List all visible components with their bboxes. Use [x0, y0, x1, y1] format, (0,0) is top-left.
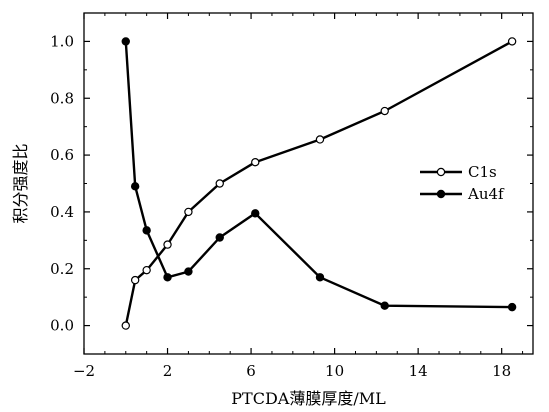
- data-point-au4f: [315, 273, 325, 282]
- data-point-c1s: [251, 157, 260, 167]
- legend-marker-c1s: [436, 167, 446, 177]
- y-axis-title: 积分强度比: [11, 143, 30, 223]
- data-point-au4f: [130, 182, 140, 191]
- plot-frame: [83, 12, 534, 355]
- y-tick-label: 0.4: [50, 203, 74, 221]
- data-point-au4f: [121, 37, 130, 46]
- x-tick-label: 14: [409, 362, 428, 380]
- legend-label-c1s: C1s: [468, 163, 497, 181]
- x-tick-label: 6: [246, 362, 256, 380]
- data-point-c1s: [507, 37, 517, 46]
- data-point-c1s: [142, 265, 151, 275]
- data-point-au4f: [507, 302, 517, 312]
- x-axis-title: PTCDA薄膜厚度/ML: [231, 389, 386, 408]
- chart-axes: [83, 12, 534, 355]
- data-point-c1s: [215, 179, 224, 188]
- x-tick-label: 2: [163, 362, 173, 380]
- data-point-au4f: [380, 301, 389, 310]
- y-tick-label: 1.0: [50, 32, 74, 50]
- legend-label-au4f: Au4f: [467, 185, 505, 203]
- legend-marker-au4f: [436, 189, 446, 199]
- chart-ticks: −2 2 6 10 14 18 0.0 0.2 0.4 0.6 0.8 1.0: [50, 13, 533, 380]
- data-point-c1s: [121, 321, 130, 330]
- data-point-c1s: [130, 275, 140, 285]
- x-tick-label: 10: [325, 362, 344, 380]
- data-point-au4f: [184, 267, 193, 276]
- y-tick-label: 0.0: [50, 317, 74, 335]
- y-tick-label: 0.6: [50, 146, 74, 164]
- data-point-c1s: [315, 135, 325, 144]
- x-tick-label: 18: [492, 362, 511, 380]
- y-tick-label: 0.8: [50, 89, 74, 107]
- data-point-au4f: [215, 233, 224, 242]
- data-point-au4f: [251, 209, 260, 218]
- data-point-au4f: [142, 226, 151, 235]
- data-point-c1s: [163, 240, 172, 249]
- data-point-au4f: [163, 273, 172, 282]
- y-tick-label: 0.2: [50, 260, 74, 278]
- series-line-c1s: [124, 40, 513, 326]
- chart-series: [121, 37, 517, 330]
- x-tick-label: −2: [73, 362, 95, 380]
- data-point-c1s: [380, 106, 389, 116]
- chart-legend: C1s Au4f: [420, 163, 505, 203]
- data-point-c1s: [184, 207, 193, 217]
- series-line-au4f: [124, 41, 513, 309]
